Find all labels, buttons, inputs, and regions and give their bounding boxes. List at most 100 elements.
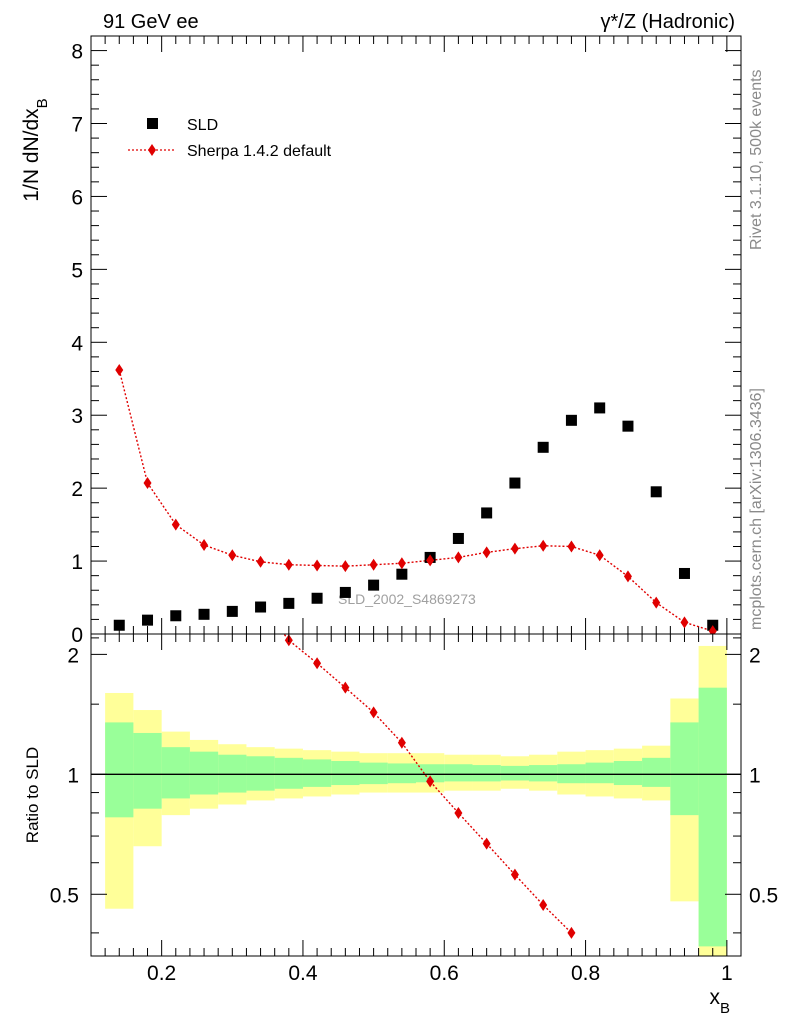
sherpa-point	[680, 616, 689, 629]
sld-point	[368, 579, 380, 591]
sherpa-point	[567, 540, 576, 553]
sherpa-point	[284, 558, 293, 571]
sherpa-ratio-point	[397, 736, 406, 749]
sherpa-point	[256, 555, 265, 568]
inner-band-bin	[161, 747, 190, 799]
ratio-y-tick-label: 1	[67, 764, 79, 787]
sld-point	[537, 441, 549, 453]
sld-point	[396, 568, 408, 580]
inner-band-bin	[331, 761, 360, 786]
sld-point	[255, 601, 267, 613]
sld-point	[339, 586, 351, 598]
sherpa-point	[171, 518, 180, 531]
main-y-tick-label: 8	[71, 41, 83, 64]
sherpa-point	[369, 558, 378, 571]
main-y-axis-label: 1/N dN/dxB	[20, 98, 51, 201]
sherpa-point	[652, 596, 661, 609]
inner-band-bin	[472, 765, 501, 782]
main-y-tick-label: 7	[71, 114, 83, 137]
sld-point	[678, 567, 690, 579]
inner-band-bin	[529, 765, 558, 782]
sherpa-point	[708, 625, 717, 634]
x-tick-label: 0.8	[571, 962, 600, 985]
sherpa-point	[539, 539, 548, 552]
sld-point	[594, 402, 606, 414]
ratio-y-tick-label-right: 0.5	[749, 884, 778, 907]
ratio-axis-ticks: 0.5 0.5 1 1 2 2 0.2 0.4 0.6 0.8 1	[50, 634, 778, 985]
inner-band-bin	[642, 757, 671, 787]
ratio-y-tick-label-right: 1	[749, 764, 761, 787]
sherpa-point	[313, 559, 322, 572]
inner-band-bin	[387, 763, 416, 784]
sherpa-point	[228, 549, 237, 562]
main-axis-ticks: 0 1 2 3 4 5 6 7 8	[71, 35, 741, 647]
main-y-tick-label: 3	[71, 405, 83, 428]
sherpa-ratio-point	[369, 706, 378, 719]
sherpa-point	[482, 546, 491, 559]
sherpa-point	[623, 570, 632, 583]
legend-label-sld: SLD	[187, 117, 218, 134]
ratio-y-tick-label-right: 2	[749, 644, 761, 667]
inner-band-bin	[359, 762, 388, 785]
process-label: γ*/Z (Hadronic)	[601, 11, 735, 33]
inner-band-bin	[613, 761, 643, 786]
x-axis-label: xB	[709, 986, 730, 1017]
sherpa-point	[426, 554, 435, 567]
inner-band-bin	[444, 764, 473, 782]
ratio-y-tick-label: 0.5	[50, 884, 79, 907]
sherpa-point	[200, 539, 209, 552]
inner-band-bin	[218, 754, 247, 793]
sherpa-ratio-point	[115, 179, 123, 191]
main-y-tick-label: 0	[71, 624, 83, 647]
ratio-y-tick-label: 2	[67, 644, 79, 667]
inner-band-bin	[246, 756, 275, 791]
sherpa-ratio-point	[200, 508, 208, 520]
x-tick-label: 0.6	[430, 962, 459, 985]
main-y-tick-label: 4	[71, 332, 83, 355]
main-plot-area	[113, 364, 719, 634]
sherpa-ratio-point	[510, 868, 519, 881]
inner-band-bin	[302, 759, 332, 787]
sld-point	[142, 614, 154, 626]
sherpa-point	[397, 557, 406, 570]
inner-band-bin	[274, 757, 303, 789]
sherpa-point	[115, 364, 124, 377]
inner-band-bin	[500, 765, 530, 781]
sld-point	[198, 608, 210, 620]
ratio-plot-area	[91, 179, 741, 939]
sherpa-ratio-point	[172, 458, 180, 470]
analysis-label: SLD_2002_S4869273	[338, 591, 476, 607]
inner-band-bin	[105, 722, 134, 818]
energy-label: 91 GeV ee	[103, 11, 199, 33]
mcplots-label: mcplots.cern.ch [arXiv:1306.3436]	[748, 388, 765, 630]
rivet-label: Rivet 3.1.10, 500k events	[748, 69, 765, 250]
sld-point	[226, 605, 238, 617]
sld-point	[481, 507, 493, 519]
sld-point	[113, 619, 125, 631]
sld-point	[650, 486, 662, 498]
ratio-y-axis-label: Ratio to SLD	[23, 747, 42, 843]
inner-band-bin	[698, 687, 727, 947]
sherpa-point	[341, 560, 350, 573]
sld-point	[622, 420, 634, 432]
sherpa-point	[143, 477, 152, 490]
sld-point	[565, 414, 577, 426]
legend: SLD Sherpa 1.4.2 default	[128, 117, 332, 160]
sherpa-ratio-line	[283, 634, 572, 934]
sherpa-ratio-point	[144, 355, 152, 367]
sld-point	[311, 592, 323, 604]
main-y-tick-label: 1	[71, 551, 83, 574]
x-tick-label: 0.4	[288, 962, 318, 985]
main-y-tick-label: 5	[71, 259, 83, 282]
sherpa-ratio-point	[313, 657, 322, 670]
inner-band-bin	[416, 764, 445, 783]
sld-point	[170, 610, 182, 622]
sherpa-ratio-point	[426, 775, 435, 788]
legend-label-sherpa: Sherpa 1.4.2 default	[187, 143, 332, 160]
ratio-frame	[90, 633, 742, 957]
sld-point	[509, 477, 521, 489]
sherpa-ratio-point	[454, 806, 463, 819]
inner-band-bin	[189, 751, 219, 795]
legend-marker-sld	[147, 118, 158, 129]
